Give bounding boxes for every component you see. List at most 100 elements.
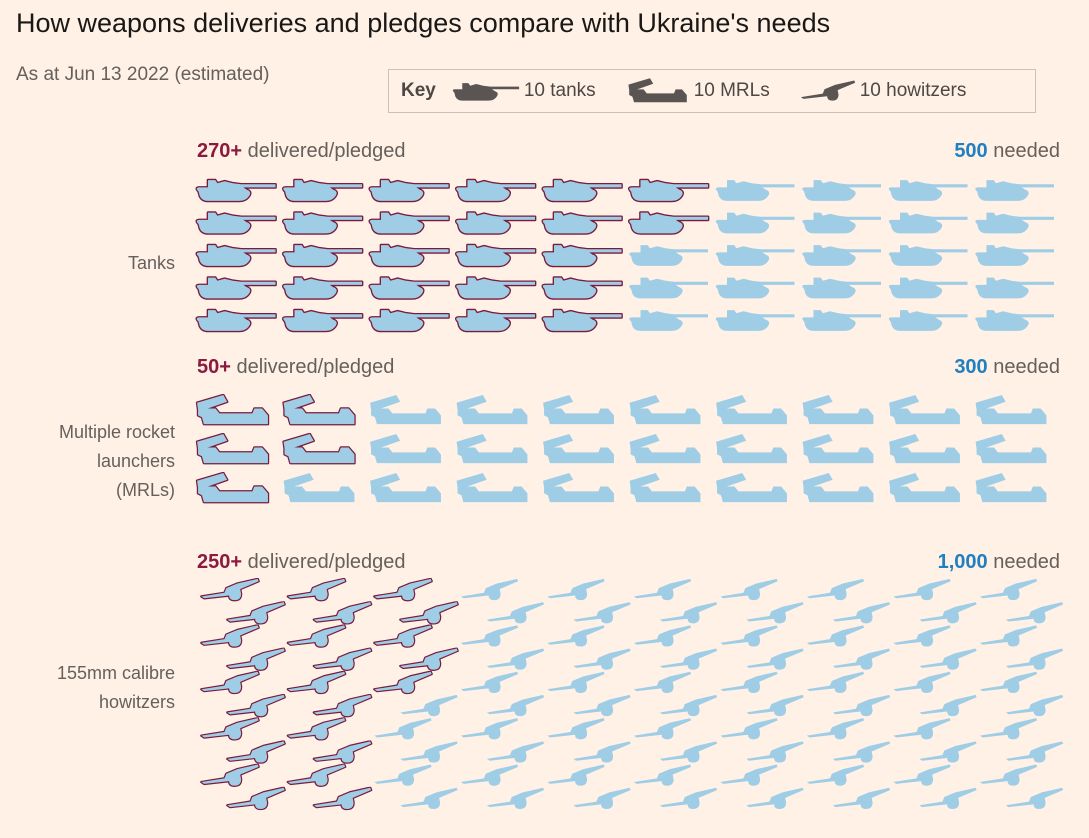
needed-mrl-icon bbox=[283, 472, 355, 503]
needed-tank-icon bbox=[715, 180, 795, 201]
needed-mrl-icon bbox=[889, 472, 960, 503]
delivered-tank-icon bbox=[541, 178, 623, 203]
mrl-icon bbox=[628, 78, 687, 103]
delivered-tank-icon bbox=[541, 243, 623, 268]
needed-howitzer-icon bbox=[659, 648, 718, 670]
needed-howitzer-icon bbox=[1005, 787, 1064, 809]
needed-howitzer-icon bbox=[547, 718, 605, 740]
needed-mrl-icon bbox=[370, 433, 441, 464]
needed-howitzer-icon bbox=[573, 602, 631, 624]
needed-howitzer-icon bbox=[374, 718, 432, 740]
needed-howitzer-icon bbox=[832, 694, 891, 717]
delivered-howitzer-icon bbox=[226, 786, 286, 811]
delivered-howitzer-icon bbox=[286, 763, 347, 787]
needed-tank-icon bbox=[975, 245, 1054, 266]
delivered-tank-icon bbox=[281, 178, 364, 203]
needed-mrl-icon bbox=[716, 472, 787, 503]
howitzers-pictogram bbox=[200, 578, 1064, 811]
mrls-needed-label: 300 needed bbox=[954, 356, 1060, 378]
delivered-tank-icon bbox=[368, 211, 450, 235]
delivered-tank-icon bbox=[541, 308, 623, 333]
needed-mrl-icon bbox=[543, 433, 614, 464]
needed-tank-icon bbox=[715, 212, 795, 234]
delivered-tank-icon bbox=[541, 276, 623, 300]
needed-howitzer-icon bbox=[486, 602, 545, 624]
tanks-needed-label: 500 needed bbox=[954, 140, 1060, 162]
needed-howitzer-icon bbox=[486, 648, 545, 670]
needed-howitzer-icon bbox=[919, 648, 977, 670]
delivered-howitzer-icon bbox=[200, 624, 260, 648]
needed-howitzer-icon bbox=[979, 671, 1038, 693]
legend-item-mrls: 10 MRLs bbox=[626, 77, 770, 105]
needed-howitzer-icon bbox=[720, 578, 778, 601]
needed-howitzer-icon bbox=[832, 741, 891, 763]
howitzer-icon bbox=[800, 80, 855, 101]
needed-howitzer-icon bbox=[806, 625, 865, 647]
needed-tank-icon bbox=[888, 245, 968, 266]
needed-mrl-icon bbox=[543, 394, 614, 425]
needed-howitzer-icon bbox=[746, 694, 804, 717]
needed-mrl-icon bbox=[456, 472, 528, 503]
needed-howitzer-icon bbox=[400, 741, 458, 763]
needed-howitzer-icon bbox=[460, 578, 519, 601]
needed-howitzer-icon bbox=[633, 718, 692, 740]
needed-tank-icon bbox=[888, 180, 968, 201]
needed-howitzer-icon bbox=[832, 602, 891, 624]
row-label-tanks: Tanks bbox=[127, 253, 175, 273]
needed-tank-icon bbox=[975, 310, 1054, 331]
delivered-tank-icon bbox=[627, 211, 710, 235]
delivered-howitzer-icon bbox=[399, 647, 459, 671]
delivered-howitzer-icon bbox=[226, 694, 286, 718]
needed-howitzer-icon bbox=[573, 694, 631, 717]
needed-howitzer-icon bbox=[746, 741, 804, 763]
needed-mrl-icon bbox=[629, 394, 701, 425]
delivered-howitzer-icon bbox=[200, 717, 260, 741]
delivered-howitzer-icon bbox=[200, 670, 260, 695]
mrls-pictogram bbox=[195, 394, 1047, 504]
needed-mrl-icon bbox=[629, 472, 701, 503]
delivered-tank-icon bbox=[195, 276, 277, 300]
needed-howitzer-icon bbox=[659, 787, 718, 809]
needed-howitzer-icon bbox=[633, 578, 692, 601]
needed-howitzer-icon bbox=[720, 764, 778, 786]
needed-howitzer-icon bbox=[746, 602, 804, 624]
needed-howitzer-icon bbox=[486, 787, 545, 809]
needed-mrl-icon bbox=[456, 394, 528, 425]
delivered-tank-icon bbox=[195, 308, 277, 333]
needed-mrl-icon bbox=[716, 394, 787, 425]
delivered-tank-icon bbox=[368, 243, 450, 268]
delivered-howitzer-icon bbox=[373, 624, 433, 648]
needed-mrl-icon bbox=[975, 433, 1047, 464]
delivered-howitzer-icon bbox=[226, 647, 286, 671]
delivered-howitzer-icon bbox=[399, 601, 459, 625]
needed-howitzer-icon bbox=[746, 648, 804, 670]
needed-tank-icon bbox=[802, 180, 881, 201]
needed-mrl-icon bbox=[802, 394, 874, 425]
legend-item-howitzers: 10 howitzers bbox=[800, 79, 966, 103]
needed-tank-icon bbox=[715, 277, 795, 299]
needed-mrl-icon bbox=[370, 472, 441, 503]
needed-howitzer-icon bbox=[460, 764, 519, 786]
needed-howitzer-icon bbox=[1005, 741, 1064, 763]
delivered-howitzer-icon bbox=[373, 670, 433, 695]
needed-tank-icon bbox=[802, 310, 881, 331]
needed-howitzer-icon bbox=[400, 787, 458, 809]
needed-howitzer-icon bbox=[720, 718, 778, 740]
needed-howitzer-icon bbox=[547, 764, 605, 786]
howitzers-delivered-label: 250+ delivered/pledged bbox=[197, 551, 406, 573]
needed-mrl-icon bbox=[716, 433, 787, 464]
needed-howitzer-icon bbox=[806, 764, 865, 786]
delivered-mrl-icon bbox=[282, 394, 356, 426]
needed-mrl-icon bbox=[802, 472, 874, 503]
delivered-mrl-icon bbox=[195, 433, 270, 465]
needed-tank-icon bbox=[802, 212, 881, 234]
legend-label: 10 tanks bbox=[523, 80, 596, 101]
needed-tank-icon bbox=[888, 310, 968, 331]
legend: Key 10 tanks 10 MRLs 10 howitzers bbox=[388, 69, 1036, 113]
delivered-tank-icon bbox=[281, 243, 364, 268]
needed-howitzer-icon bbox=[979, 764, 1038, 786]
tanks-delivered-label: 270+ delivered/pledged bbox=[197, 140, 406, 162]
delivered-mrl-icon bbox=[195, 394, 270, 426]
legend-label: 10 MRLs bbox=[693, 80, 770, 101]
needed-mrl-icon bbox=[975, 472, 1047, 503]
